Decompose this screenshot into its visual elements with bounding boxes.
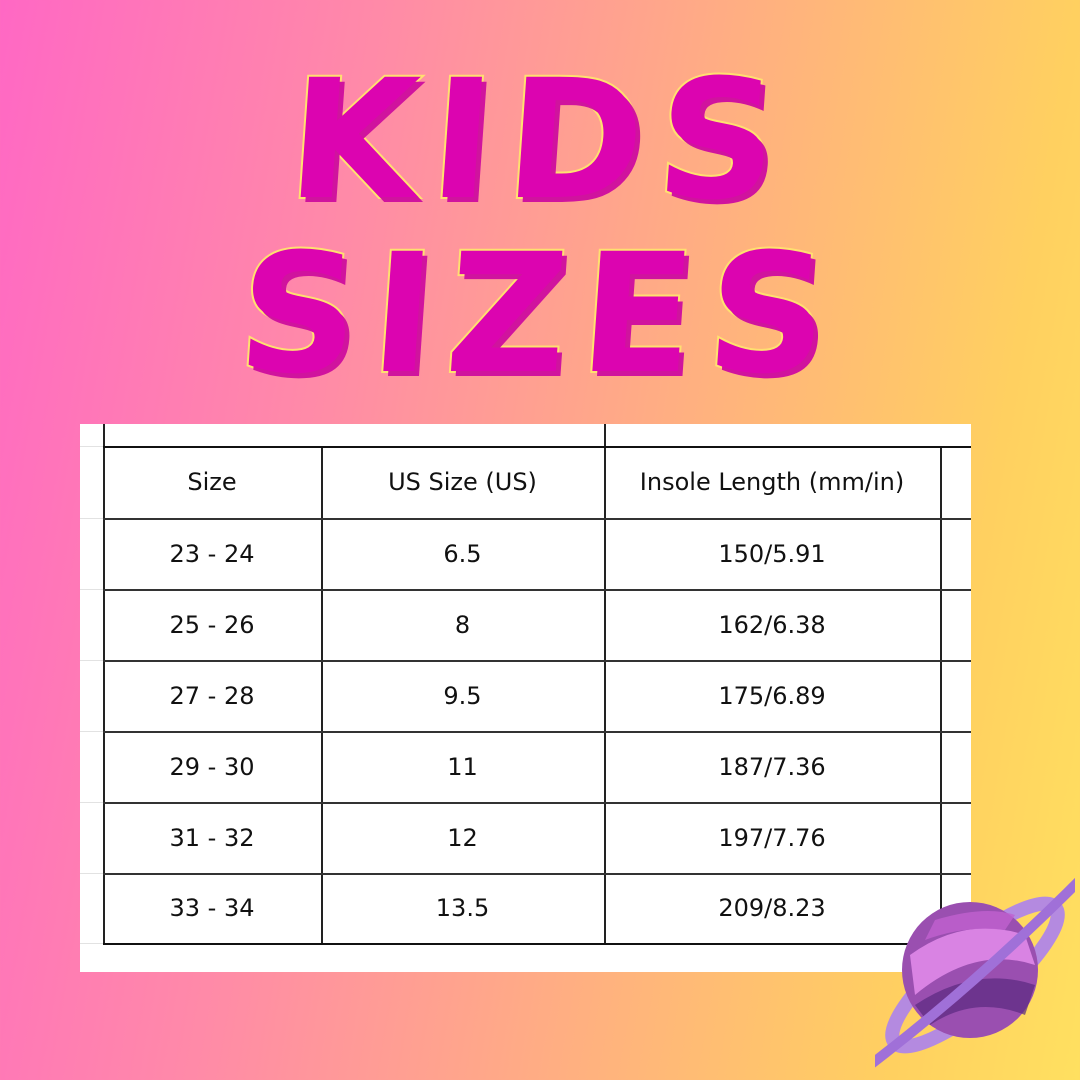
- row-divider: [103, 589, 971, 591]
- row-divider: [103, 446, 971, 448]
- row-divider: [103, 802, 971, 804]
- table-cell: 175/6.89: [718, 681, 826, 710]
- table-cell: 209/8.23: [718, 894, 826, 922]
- title-kids: KIDS: [281, 42, 799, 238]
- table-header: US Size (US): [388, 468, 537, 496]
- table-cell: 187/7.36: [718, 752, 826, 781]
- table-cell: 25 - 26: [169, 610, 255, 639]
- table-cell: 12: [447, 823, 478, 852]
- column-divider: [321, 446, 323, 944]
- gutter-line: [80, 589, 103, 590]
- planet-icon: [875, 877, 1075, 1068]
- gutter-line: [80, 873, 103, 874]
- gutter-line: [80, 660, 103, 661]
- table-cell: 31 - 32: [169, 823, 255, 852]
- table-cell: 11: [447, 752, 478, 781]
- row-divider: [103, 873, 971, 875]
- table-cell: 197/7.76: [718, 823, 826, 852]
- table-cell: 8: [454, 610, 471, 639]
- table-header: Insole Length (mm/in): [639, 468, 905, 496]
- title-sizes: SIZES: [231, 216, 850, 412]
- gutter-line: [80, 446, 103, 447]
- column-divider: [940, 446, 942, 944]
- row-divider: [103, 731, 971, 733]
- size-table: Size US Size (US) Insole Length (mm/in) 23 …: [80, 424, 971, 972]
- row-divider: [103, 660, 971, 662]
- table-cell: 23 - 24: [169, 539, 255, 568]
- table-cell: 162/6.38: [718, 610, 826, 639]
- table-cell: 150/5.91: [718, 539, 826, 568]
- table-border: [103, 424, 105, 944]
- table-cell: 6.5: [443, 539, 482, 568]
- table-cell: 33 - 34: [169, 894, 255, 922]
- table-cell: 13.5: [435, 894, 490, 922]
- row-divider: [103, 943, 940, 945]
- table-header: Size: [187, 468, 237, 496]
- table-cell: 29 - 30: [169, 752, 255, 781]
- gutter-line: [80, 518, 103, 519]
- gutter-line: [80, 731, 103, 732]
- gutter-line: [80, 943, 103, 944]
- table-border: [604, 424, 606, 944]
- row-divider: [103, 518, 971, 520]
- table-cell: 27 - 28: [169, 681, 255, 710]
- gutter-line: [80, 802, 103, 803]
- table-cell: 9.5: [443, 681, 482, 710]
